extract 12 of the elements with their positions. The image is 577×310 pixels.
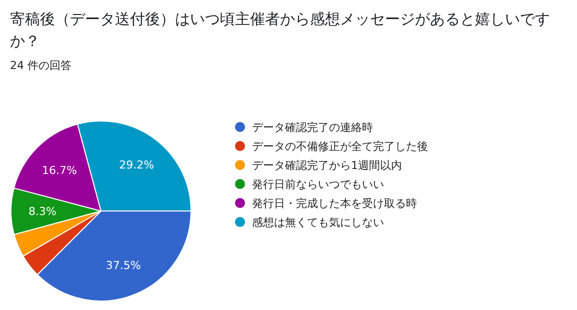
legend-label: 発行日前ならいつでもいい bbox=[252, 178, 384, 191]
data-label: 29.2% bbox=[119, 158, 154, 172]
legend-label: データの不備修正が全て完了した後 bbox=[252, 140, 428, 153]
chart-title: 寄稿後（データ送付後）はいつ頃主催者から感想メッセージがあると嬉しいですか？ bbox=[10, 9, 551, 52]
data-label: 37.5% bbox=[106, 259, 141, 272]
data-label: 8.3% bbox=[28, 205, 56, 218]
legend-label: 発行日・完成した本を受け取る時 bbox=[252, 197, 417, 210]
data-label: 16.7% bbox=[42, 164, 77, 177]
legend-label: データ確認完了の連絡時 bbox=[252, 121, 373, 134]
legend-label: 感想は無くても気にしない bbox=[252, 216, 384, 229]
legend-label: データ確認完了から1週間以内 bbox=[252, 159, 402, 172]
chart-subtitle: 24 件の回答 bbox=[10, 58, 72, 73]
